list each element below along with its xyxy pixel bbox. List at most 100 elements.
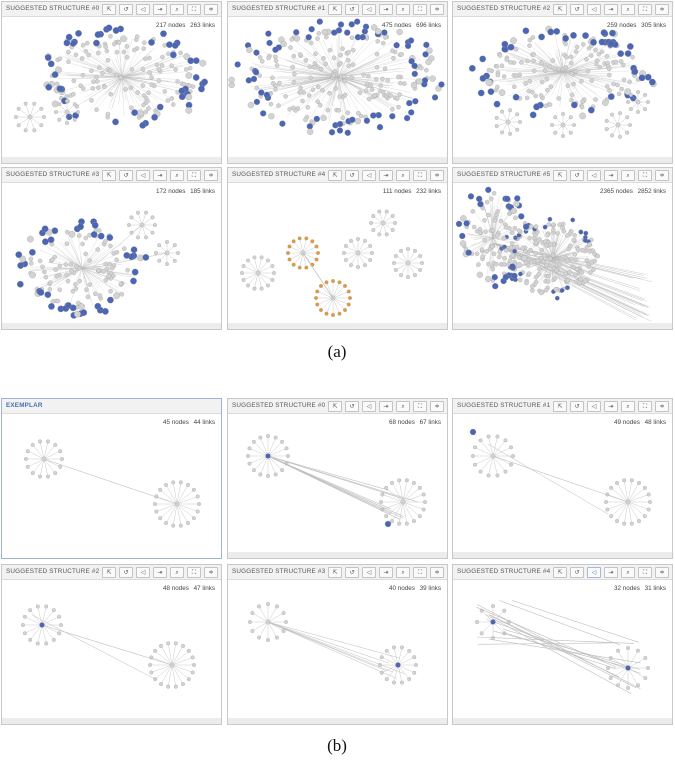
filter-icon[interactable]: ◁ [136,170,150,181]
structure-panel-b4[interactable]: SUGGESTED STRUCTURE #3 ⇱ ↺ ◁ ⇥ ⌕ ⛶ ≑ 40 nodes … [227,564,448,725]
zoom-icon[interactable]: ⌕ [621,4,635,15]
layout-icon[interactable]: ≑ [204,4,218,15]
fit-icon[interactable]: ⛶ [638,401,652,412]
select-icon[interactable]: ⇱ [102,567,116,578]
fit-icon[interactable]: ⛶ [413,401,427,412]
graph-canvas[interactable] [2,183,221,330]
horizontal-scrollbar[interactable] [2,157,221,163]
structure-panel-a0[interactable]: SUGGESTED STRUCTURE #0 ⇱ ↺ ◁ ⇥ ⌕ ⛶ ≑ 217 nodes… [1,1,222,164]
graph-canvas[interactable] [2,414,221,559]
filter-icon[interactable]: ◁ [362,401,376,412]
export-icon[interactable]: ⇥ [604,170,618,181]
lasso-icon[interactable]: ↺ [345,4,359,15]
zoom-icon[interactable]: ⌕ [396,4,410,15]
horizontal-scrollbar[interactable] [228,323,447,329]
horizontal-scrollbar[interactable] [228,718,447,724]
fit-icon[interactable]: ⛶ [638,567,652,578]
select-icon[interactable]: ⇱ [102,170,116,181]
fit-icon[interactable]: ⛶ [638,4,652,15]
structure-panel-a1[interactable]: SUGGESTED STRUCTURE #1 ⇱ ↺ ◁ ⇥ ⌕ ⛶ ≑ 475 nodes… [227,1,448,164]
lasso-icon[interactable]: ↺ [570,170,584,181]
layout-icon[interactable]: ≑ [655,401,669,412]
select-icon[interactable]: ⇱ [553,4,567,15]
graph-canvas[interactable] [453,580,672,725]
layout-icon[interactable]: ≑ [430,401,444,412]
structure-panel-a3[interactable]: SUGGESTED STRUCTURE #3 ⇱ ↺ ◁ ⇥ ⌕ ⛶ ≑ 172 nodes… [1,167,222,330]
export-icon[interactable]: ⇥ [379,4,393,15]
fit-icon[interactable]: ⛶ [638,170,652,181]
horizontal-scrollbar[interactable] [453,323,672,329]
zoom-icon[interactable]: ⌕ [170,567,184,578]
fit-icon[interactable]: ⛶ [187,4,201,15]
graph-canvas[interactable] [453,414,672,559]
graph-canvas[interactable] [453,17,672,164]
filter-icon[interactable]: ◁ [136,4,150,15]
structure-panel-b1[interactable]: SUGGESTED STRUCTURE #0 ⇱ ↺ ◁ ⇥ ⌕ ⛶ ≑ 68 nodes … [227,398,448,559]
select-icon[interactable]: ⇱ [553,567,567,578]
export-icon[interactable]: ⇥ [153,4,167,15]
select-icon[interactable]: ⇱ [102,4,116,15]
lasso-icon[interactable]: ↺ [570,4,584,15]
horizontal-scrollbar[interactable] [2,718,221,724]
graph-canvas[interactable] [453,183,672,330]
layout-icon[interactable]: ≑ [204,170,218,181]
select-icon[interactable]: ⇱ [328,4,342,15]
zoom-icon[interactable]: ⌕ [621,170,635,181]
filter-icon[interactable]: ◁ [587,401,601,412]
graph-canvas[interactable] [228,17,447,164]
structure-panel-b3[interactable]: SUGGESTED STRUCTURE #2 ⇱ ↺ ◁ ⇥ ⌕ ⛶ ≑ 48 nodes … [1,564,222,725]
fit-icon[interactable]: ⛶ [187,170,201,181]
fit-icon[interactable]: ⛶ [413,4,427,15]
lasso-icon[interactable]: ↺ [345,567,359,578]
select-icon[interactable]: ⇱ [553,170,567,181]
structure-panel-a4[interactable]: SUGGESTED STRUCTURE #4 ⇱ ↺ ◁ ⇥ ⌕ ⛶ ≑ 111 nodes… [227,167,448,330]
horizontal-scrollbar[interactable] [228,552,447,558]
layout-icon[interactable]: ≑ [430,4,444,15]
zoom-icon[interactable]: ⌕ [170,170,184,181]
export-icon[interactable]: ⇥ [379,401,393,412]
export-icon[interactable]: ⇥ [604,567,618,578]
filter-icon[interactable]: ◁ [587,567,601,578]
horizontal-scrollbar[interactable] [453,157,672,163]
structure-panel-a5[interactable]: SUGGESTED STRUCTURE #5 ⇱ ↺ ◁ ⇥ ⌕ ⛶ ≑ 2365 node… [452,167,673,330]
filter-icon[interactable]: ◁ [587,170,601,181]
lasso-icon[interactable]: ↺ [345,401,359,412]
zoom-icon[interactable]: ⌕ [396,170,410,181]
layout-icon[interactable]: ≑ [655,170,669,181]
select-icon[interactable]: ⇱ [328,567,342,578]
filter-icon[interactable]: ◁ [362,567,376,578]
export-icon[interactable]: ⇥ [379,567,393,578]
exemplar-panel[interactable]: EXEMPLAR 45 nodes 44 links [1,398,222,559]
fit-icon[interactable]: ⛶ [187,567,201,578]
graph-canvas[interactable] [2,17,221,164]
layout-icon[interactable]: ≑ [204,567,218,578]
lasso-icon[interactable]: ↺ [119,567,133,578]
layout-icon[interactable]: ≑ [655,4,669,15]
fit-icon[interactable]: ⛶ [413,170,427,181]
select-icon[interactable]: ⇱ [328,170,342,181]
zoom-icon[interactable]: ⌕ [170,4,184,15]
filter-icon[interactable]: ◁ [362,170,376,181]
layout-icon[interactable]: ≑ [430,170,444,181]
lasso-icon[interactable]: ↺ [570,401,584,412]
zoom-icon[interactable]: ⌕ [396,567,410,578]
lasso-icon[interactable]: ↺ [345,170,359,181]
layout-icon[interactable]: ≑ [655,567,669,578]
lasso-icon[interactable]: ↺ [570,567,584,578]
filter-icon[interactable]: ◁ [362,4,376,15]
zoom-icon[interactable]: ⌕ [621,401,635,412]
zoom-icon[interactable]: ⌕ [396,401,410,412]
graph-canvas[interactable] [228,414,447,559]
structure-panel-b5[interactable]: SUGGESTED STRUCTURE #4 ⇱ ↺ ◁ ⇥ ⌕ ⛶ ≑ 32 nodes … [452,564,673,725]
lasso-icon[interactable]: ↺ [119,170,133,181]
horizontal-scrollbar[interactable] [228,157,447,163]
fit-icon[interactable]: ⛶ [413,567,427,578]
graph-canvas[interactable] [2,580,221,725]
select-icon[interactable]: ⇱ [553,401,567,412]
filter-icon[interactable]: ◁ [587,4,601,15]
export-icon[interactable]: ⇥ [604,401,618,412]
structure-panel-a2[interactable]: SUGGESTED STRUCTURE #2 ⇱ ↺ ◁ ⇥ ⌕ ⛶ ≑ 259 nodes… [452,1,673,164]
graph-canvas[interactable] [228,183,447,330]
lasso-icon[interactable]: ↺ [119,4,133,15]
layout-icon[interactable]: ≑ [430,567,444,578]
